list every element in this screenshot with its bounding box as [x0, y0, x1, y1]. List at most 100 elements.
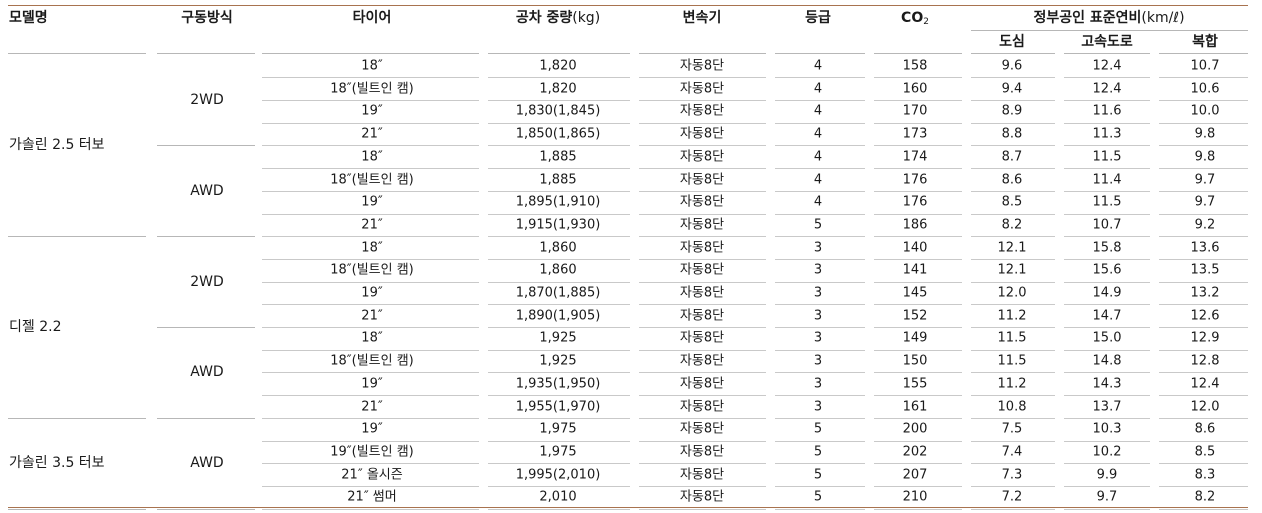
- cell-highway: 10.3: [1092, 421, 1122, 437]
- cell-trans: 자동8단: [679, 58, 725, 74]
- row-divider: [971, 214, 1055, 215]
- row-divider: [262, 327, 479, 328]
- cell-highway: 11.5: [1092, 149, 1122, 165]
- row-divider: [775, 418, 865, 419]
- row-divider: [1064, 77, 1150, 78]
- cell-weight: 1,925: [539, 353, 577, 369]
- cell-grade: 5: [813, 421, 823, 437]
- row-divider: [488, 372, 630, 373]
- cell-grade: 5: [813, 217, 823, 233]
- row-divider: [971, 418, 1055, 419]
- header-divider: [8, 53, 146, 54]
- cell-highway: 11.5: [1092, 194, 1122, 210]
- cell-weight: 1,925: [539, 330, 577, 346]
- cell-grade: 4: [813, 81, 823, 97]
- row-divider: [874, 77, 962, 78]
- row-divider: [488, 418, 630, 419]
- row-divider: [488, 77, 630, 78]
- row-divider: [874, 168, 962, 169]
- row-divider: [775, 77, 865, 78]
- cell-co2: 152: [902, 308, 928, 324]
- top-rule: [8, 5, 1248, 6]
- cell-highway: 14.7: [1092, 308, 1122, 324]
- header-co2: CO2: [901, 11, 929, 27]
- row-divider: [1064, 418, 1150, 419]
- cell-tire: 18″(빌트인 캠): [330, 81, 414, 97]
- cell-tire: 18″(빌트인 캠): [330, 172, 414, 188]
- cell-grade: 5: [813, 467, 823, 483]
- row-divider: [775, 259, 865, 260]
- cell-combined: 12.8: [1190, 353, 1220, 369]
- row-divider: [488, 236, 630, 237]
- row-divider: [488, 395, 630, 396]
- header-fuel-economy: 정부공인 표준연비(km/ℓ): [1033, 11, 1184, 25]
- cell-highway: 15.6: [1092, 262, 1122, 278]
- row-divider: [874, 463, 962, 464]
- row-divider: [971, 77, 1055, 78]
- cell-highway: 14.3: [1092, 376, 1122, 392]
- row-divider: [874, 282, 962, 283]
- row-divider: [1159, 236, 1248, 237]
- cell-city: 11.2: [997, 376, 1027, 392]
- cell-co2: 145: [902, 285, 928, 301]
- row-divider: [1159, 486, 1248, 487]
- cell-tire: 21″: [361, 308, 383, 324]
- row-divider: [639, 282, 766, 283]
- row-divider: [639, 509, 766, 510]
- row-divider: [971, 372, 1055, 373]
- cell-weight: 1,860: [539, 240, 577, 256]
- row-divider: [1064, 486, 1150, 487]
- row-divider: [971, 509, 1055, 510]
- cell-trans: 자동8단: [679, 172, 725, 188]
- row-divider: [971, 395, 1055, 396]
- drive-divider: [157, 418, 255, 419]
- model-label: 가솔린 3.5 터보: [9, 455, 105, 471]
- row-divider: [775, 168, 865, 169]
- row-divider: [1159, 441, 1248, 442]
- cell-combined: 13.5: [1190, 262, 1220, 278]
- row-divider: [488, 509, 630, 510]
- cell-co2: 176: [902, 172, 928, 188]
- row-divider: [488, 441, 630, 442]
- cell-city: 8.7: [1001, 149, 1023, 165]
- row-divider: [971, 304, 1055, 305]
- header-divider: [874, 53, 962, 54]
- cell-highway: 9.9: [1096, 467, 1118, 483]
- cell-tire: 19″: [361, 376, 383, 392]
- row-divider: [874, 372, 962, 373]
- cell-tire: 18″: [361, 330, 383, 346]
- cell-city: 11.5: [997, 330, 1027, 346]
- cell-trans: 자동8단: [679, 330, 725, 346]
- row-divider: [775, 214, 865, 215]
- row-divider: [1159, 123, 1248, 124]
- cell-co2: 210: [902, 489, 928, 505]
- cell-co2: 176: [902, 194, 928, 210]
- row-divider: [1159, 509, 1248, 510]
- cell-weight: 1,890(1,905): [515, 308, 601, 324]
- cell-trans: 자동8단: [679, 353, 725, 369]
- row-divider: [262, 123, 479, 124]
- row-divider: [262, 145, 479, 146]
- row-divider: [262, 395, 479, 396]
- row-divider: [775, 100, 865, 101]
- drive-label: AWD: [190, 364, 224, 380]
- cell-co2: 141: [902, 262, 928, 278]
- cell-grade: 3: [813, 262, 823, 278]
- header-co2-main: CO: [901, 10, 924, 26]
- row-divider: [971, 463, 1055, 464]
- cell-co2: 207: [902, 467, 928, 483]
- cell-trans: 자동8단: [679, 467, 725, 483]
- row-divider: [262, 77, 479, 78]
- row-divider: [874, 191, 962, 192]
- row-divider: [874, 350, 962, 351]
- model-divider: [8, 236, 146, 237]
- row-divider: [775, 441, 865, 442]
- cell-grade: 3: [813, 308, 823, 324]
- cell-weight: 1,935(1,950): [515, 376, 601, 392]
- cell-tire: 21″ 올시즌: [341, 467, 403, 483]
- row-divider: [874, 123, 962, 124]
- cell-city: 7.4: [1001, 444, 1023, 460]
- row-divider: [488, 463, 630, 464]
- row-divider: [262, 350, 479, 351]
- row-divider: [775, 395, 865, 396]
